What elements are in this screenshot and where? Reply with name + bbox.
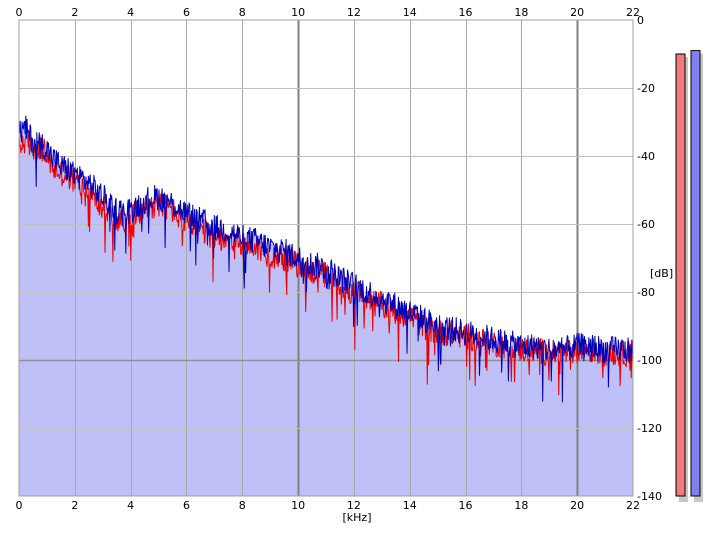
- x-tick-label: 4: [127, 499, 134, 512]
- x-tick-label: 14: [403, 499, 417, 512]
- y-tick-labels: 0 -20 -40 -60 -80 -100 -120 -140: [637, 14, 662, 503]
- x-tick-labels-bottom: 0 2 4 6 8 10 12 14 16 18 20 22: [16, 499, 641, 512]
- x-tick-label-top: 16: [459, 6, 473, 19]
- y-tick-label: 0: [637, 14, 644, 27]
- y-tick-label: -40: [637, 150, 655, 163]
- x-tick-label: 8: [239, 499, 246, 512]
- level-meter-left: [675, 53, 686, 497]
- y-tick-label: -120: [637, 422, 662, 435]
- x-tick-label-top: 8: [239, 6, 246, 19]
- x-tick-label-top: 18: [514, 6, 528, 19]
- x-tick-label-top: 12: [347, 6, 361, 19]
- x-tick-label: 12: [347, 499, 361, 512]
- level-meters: [675, 50, 703, 502]
- x-tick-label-top: 0: [16, 6, 23, 19]
- x-tick-label-top: 20: [570, 6, 584, 19]
- x-tick-label: 18: [514, 499, 528, 512]
- x-tick-label: 6: [183, 499, 190, 512]
- x-tick-label: 16: [459, 499, 473, 512]
- y-tick-label: -80: [637, 286, 655, 299]
- x-tick-label-top: 6: [183, 6, 190, 19]
- x-tick-label: 20: [570, 499, 584, 512]
- spectrum-fill-area: [19, 115, 633, 496]
- y-tick-label: -20: [637, 82, 655, 95]
- x-axis-label: [kHz]: [343, 511, 372, 524]
- x-tick-label: 10: [291, 499, 305, 512]
- y-tick-label: -100: [637, 354, 662, 367]
- x-tick-label-top: 22: [626, 6, 640, 19]
- x-tick-label-top: 10: [291, 6, 305, 19]
- level-meter-right: [690, 50, 701, 497]
- x-tick-label: 0: [16, 499, 23, 512]
- grid-lines: [19, 20, 633, 496]
- y-axis-label: [dB]: [650, 267, 673, 280]
- x-tick-label-top: 14: [403, 6, 417, 19]
- x-tick-label: 22: [626, 499, 640, 512]
- x-tick-label-top: 2: [71, 6, 78, 19]
- x-tick-label-top: 4: [127, 6, 134, 19]
- plot-frame: [18, 19, 634, 497]
- y-tick-label: -140: [637, 490, 662, 503]
- x-tick-labels-top: 0 2 4 6 8 10 12 14 16 18 20 22: [16, 6, 641, 19]
- x-tick-label: 2: [71, 499, 78, 512]
- y-tick-label: -60: [637, 218, 655, 231]
- series-line-right-channel: [18, 115, 634, 403]
